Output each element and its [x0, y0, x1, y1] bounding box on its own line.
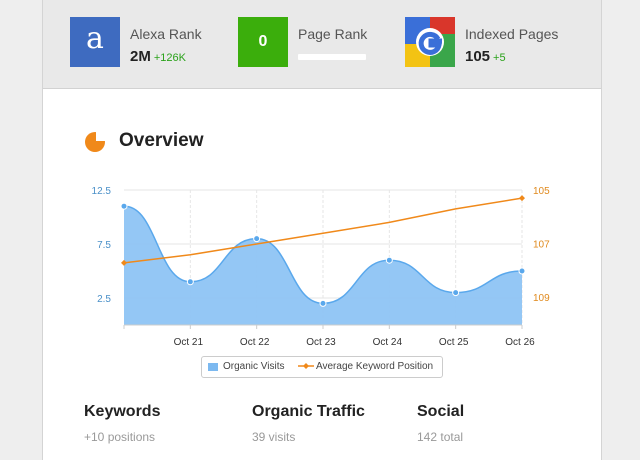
x-tick-label: Oct 24 [373, 337, 403, 348]
x-tick-label: Oct 23 [306, 337, 336, 348]
keyword-position-line [123, 197, 523, 264]
x-tick-label: Oct 22 [240, 337, 270, 348]
alexa-rank-label: Alexa Rank [130, 26, 202, 42]
organic-visits-point [253, 235, 261, 243]
overview-chart: 12.5 7.5 2.5 105 107 109 Oct 21 Oct 22 Oct 23 Oct… [92, 186, 551, 348]
legend-position-swatch [298, 363, 314, 369]
keyword-position-point [519, 195, 525, 202]
indexed-pages-value: 105 +5 [465, 48, 506, 65]
y-right-tick-label: 107 [533, 240, 550, 251]
indexed-pages-delta: +5 [493, 52, 506, 64]
x-tick-label: Oct 21 [174, 337, 204, 348]
keywords-metric: Keywords +10 positions [84, 403, 160, 444]
organic-visits-area [124, 206, 522, 325]
social-value: 142 total [417, 430, 464, 444]
page-rank-bar [298, 54, 366, 60]
keywords-title: Keywords [84, 403, 161, 420]
y-right-tick-label: 105 [533, 186, 550, 197]
legend-organic-swatch [208, 363, 218, 371]
alexa-rank-delta: +126K [153, 52, 186, 64]
x-tick-label: Oct 25 [439, 337, 469, 348]
legend-average-keyword-position[interactable]: Average Keyword Position [316, 361, 434, 372]
google-logo-icon [405, 17, 455, 67]
keyword-position-series [121, 195, 525, 266]
organic-visits-point [319, 299, 327, 307]
keywords-value: +10 positions [84, 430, 156, 444]
page-rank-label: Page Rank [298, 26, 368, 42]
organic-visits-series [120, 202, 526, 325]
social-title: Social [417, 403, 465, 420]
organic-visits-point [452, 289, 460, 297]
organic-traffic-value: 39 visits [252, 430, 296, 444]
legend-organic-visits[interactable]: Organic Visits [223, 361, 285, 372]
organic-visits-point [518, 267, 526, 275]
indexed-pages-label: Indexed Pages [465, 26, 559, 42]
page-rank-value: 0 [238, 17, 288, 67]
keyword-position-point [121, 259, 127, 266]
y-left-tick-label: 7.5 [97, 240, 111, 251]
organic-visits-point [186, 278, 194, 286]
alexa-rank-value: 2M +126K [130, 48, 186, 65]
x-tick-label: Oct 26 [505, 337, 535, 348]
y-left-tick-label: 12.5 [92, 186, 112, 197]
alexa-rank-number: 2M [130, 48, 151, 65]
overview-title: Overview [119, 130, 204, 151]
social-metric: Social 142 total [417, 403, 464, 444]
organic-traffic-title: Organic Traffic [252, 403, 365, 420]
chart-legend: Organic Visits Average Keyword Position [201, 356, 443, 378]
chart-ticks: 12.5 7.5 2.5 105 107 109 Oct 21 Oct 22 Oct 23 Oct… [92, 186, 551, 348]
organic-visits-point [120, 202, 128, 210]
y-left-tick-label: 2.5 [97, 294, 111, 305]
dashboard-panel: a Alexa Rank 2M +126K 0 Page Rank Indexed… [42, 0, 602, 460]
organic-traffic-metric: Organic Traffic 39 visits [252, 403, 365, 444]
indexed-pages-number: 105 [465, 48, 491, 65]
stats-bar: a Alexa Rank 2M +126K 0 Page Rank Indexed… [43, 0, 601, 89]
y-right-tick-label: 109 [533, 293, 550, 304]
organic-visits-point [385, 256, 393, 264]
pie-chart-icon [85, 131, 106, 152]
alexa-logo-icon: a [70, 17, 120, 67]
